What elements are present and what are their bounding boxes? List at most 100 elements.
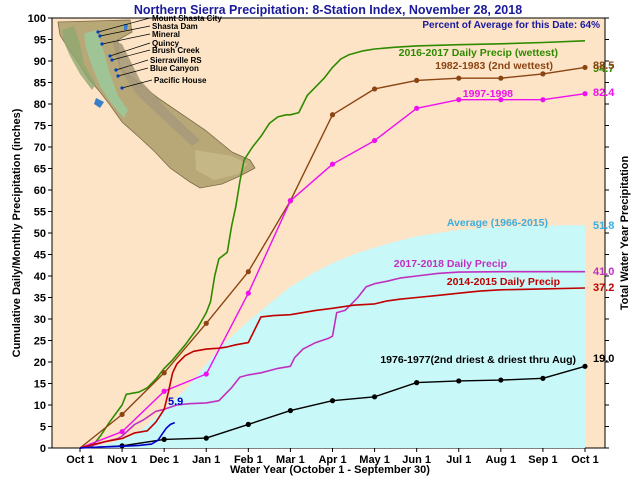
data-point-1997-1998	[203, 371, 209, 377]
data-point-1976-1977-2nd-driest-driest-thru-aug	[540, 375, 546, 381]
data-point-1997-1998	[161, 388, 167, 394]
central-valley-shape	[84, 30, 128, 118]
series-labels: Average (1966-2015) 51.8 2016-2017 Daily P…	[168, 47, 615, 408]
series-line-partial-2018-2019	[79, 421, 176, 449]
data-point-1982-1983-2nd-wettest	[119, 411, 125, 418]
x-axis-title: Water Year (October 1 - September 30)	[230, 464, 430, 476]
station-pointer	[121, 79, 153, 89]
y-tick-label: 45	[34, 250, 46, 262]
data-point-1997-1998	[119, 429, 125, 435]
data-point-1982-1983-2nd-wettest	[414, 77, 420, 83]
y-tick-label: 80	[34, 99, 46, 111]
chart-title: Northern Sierra Precipitation: 8-Station…	[134, 3, 522, 17]
x-tick-label: Mar 1	[276, 454, 305, 466]
station-dot	[114, 68, 118, 72]
series-label-2016-2017-daily-precip-wettest: 2016-2017 Daily Precip (wettest)	[399, 47, 558, 59]
data-point-1976-1977-2nd-driest-driest-thru-aug	[498, 377, 504, 383]
series-line-2017-2018-daily-precip	[79, 270, 585, 449]
data-point-1976-1977-2nd-driest-driest-thru-aug	[582, 363, 588, 369]
y-tick-label: 30	[34, 314, 46, 326]
data-point-1976-1977-2nd-driest-driest-thru-aug	[161, 436, 167, 442]
data-point-1997-1998	[245, 290, 251, 296]
y-tick-label: 10	[34, 400, 46, 412]
data-point-1982-1983-2nd-wettest	[371, 86, 378, 92]
y-tick-label: 25	[34, 336, 46, 348]
station-dot	[110, 58, 114, 62]
series-label-1982-1983-2nd-wettest: 1982-1983 (2nd wettest)	[435, 60, 553, 72]
data-point-1982-1983-2nd-wettest	[329, 112, 336, 118]
station-dot	[98, 34, 102, 38]
x-tick-label: Apr 1	[318, 454, 346, 466]
data-point-1997-1998	[287, 198, 294, 204]
data-point-1997-1998	[540, 97, 546, 103]
y-tick-label: 100	[28, 13, 46, 25]
x-tick-label: Nov 1	[107, 454, 137, 466]
data-point-1976-1977-2nd-driest-driest-thru-aug	[456, 378, 462, 384]
x-tick-label: Jul 1	[446, 454, 471, 466]
end-value-label: 37.2	[593, 282, 614, 294]
x-tick-label: May 1	[359, 454, 390, 466]
x-tick-label: Dec 1	[149, 454, 178, 466]
x-tick-label: Oct 1	[571, 454, 599, 466]
axes: 0 5 10 15 20 25 30 35 40 45 50 55 60 65 70 75 80 85 90 95 10…	[28, 13, 609, 466]
data-point-1976-1977-2nd-driest-driest-thru-aug	[245, 421, 251, 427]
x-tick-label: Feb 1	[234, 454, 263, 466]
series-label-average-1966-2015: Average (1966-2015)	[447, 217, 548, 229]
data-point-1997-1998	[414, 105, 420, 111]
x-tick-label: Aug 1	[486, 454, 517, 466]
x-tick-label: Jan 1	[192, 454, 220, 466]
y-tick-label: 40	[34, 271, 46, 283]
coast-range-shape	[62, 26, 96, 90]
data-point-1997-1998	[329, 161, 336, 167]
y-tick-label: 65	[34, 164, 46, 176]
station-label: Mineral	[152, 30, 180, 39]
data-point-1982-1983-2nd-wettest	[456, 75, 462, 81]
station-pointer	[115, 59, 149, 71]
lake-feature	[124, 24, 128, 30]
y-tick-label: 55	[34, 207, 46, 219]
y-axis-right-title: Total Water Year Precipitation	[619, 155, 631, 310]
data-point-1982-1983-2nd-wettest	[245, 269, 251, 275]
station-dot	[108, 54, 112, 58]
california-map-image	[57, 19, 256, 189]
y-tick-label: 15	[34, 379, 46, 391]
series-line-2016-2017-daily-precip-wettest	[79, 40, 586, 449]
y-tick-label: 60	[34, 185, 46, 197]
station-dot	[116, 74, 120, 78]
data-point-1997-1998	[582, 91, 588, 97]
series-layer	[79, 40, 588, 449]
desert-region-shape	[195, 150, 248, 180]
y-tick-label: 95	[34, 35, 46, 47]
end-value-label: 88.5	[593, 60, 614, 72]
data-point-1997-1998	[498, 97, 504, 103]
x-tick-label: Sep 1	[528, 454, 557, 466]
station-pointer	[109, 42, 151, 57]
x-tick-label: Oct 1	[66, 454, 94, 466]
station-label: Quincy	[152, 39, 180, 48]
data-point-1976-1977-2nd-driest-driest-thru-aug	[414, 380, 420, 386]
y-tick-label: 70	[34, 142, 46, 154]
end-value-label: 19.0	[593, 353, 614, 365]
station-dot	[100, 42, 104, 46]
data-point-1982-1983-2nd-wettest	[582, 64, 588, 71]
y-tick-label: 90	[34, 56, 46, 68]
station-pointer	[117, 67, 149, 77]
station-label: Blue Canyon	[150, 64, 199, 73]
end-value-label: 41.0	[593, 266, 614, 278]
station-label: Pacific House	[154, 76, 207, 85]
end-value-label: 94.7	[593, 63, 614, 75]
data-point-1976-1977-2nd-driest-driest-thru-aug	[329, 398, 336, 404]
data-point-1997-1998	[456, 97, 462, 103]
end-value-label: 51.8	[593, 220, 614, 232]
station-dot	[120, 86, 124, 90]
series-label-1997-1998: 1997-1998	[463, 88, 513, 100]
station-label: Shasta Dam	[152, 22, 198, 31]
end-value-label: 82.4	[593, 87, 615, 99]
data-point-1982-1983-2nd-wettest	[540, 71, 546, 77]
station-pointer	[111, 49, 151, 61]
x-tick-label: Jun 1	[402, 454, 431, 466]
data-point-1976-1977-2nd-driest-driest-thru-aug	[203, 435, 209, 441]
y-tick-label: 20	[34, 357, 46, 369]
